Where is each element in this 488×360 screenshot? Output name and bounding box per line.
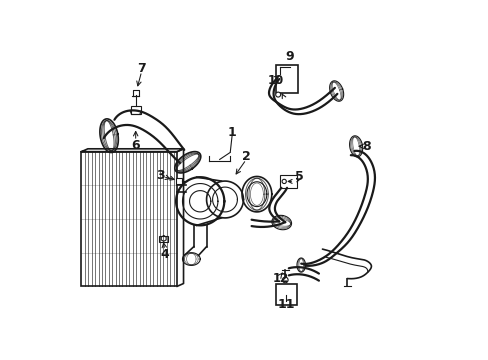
Text: 12: 12 — [272, 272, 288, 285]
Text: 11: 11 — [277, 298, 294, 311]
Bar — [130, 106, 141, 114]
Bar — [159, 236, 167, 242]
Bar — [81, 152, 177, 286]
Text: 9: 9 — [285, 50, 294, 63]
Text: 4: 4 — [160, 248, 169, 261]
Text: 8: 8 — [361, 140, 369, 153]
Text: 2: 2 — [242, 150, 250, 163]
Text: 7: 7 — [137, 62, 146, 75]
Bar — [276, 65, 297, 93]
Text: 1: 1 — [227, 126, 236, 139]
Text: 3: 3 — [156, 168, 164, 181]
Text: 5: 5 — [295, 170, 304, 183]
Text: 6: 6 — [131, 139, 140, 152]
Bar — [176, 178, 182, 184]
Circle shape — [275, 92, 280, 97]
Text: 10: 10 — [267, 73, 283, 86]
Bar — [279, 175, 296, 188]
Circle shape — [282, 277, 287, 283]
Bar — [275, 284, 296, 305]
Circle shape — [282, 179, 286, 184]
